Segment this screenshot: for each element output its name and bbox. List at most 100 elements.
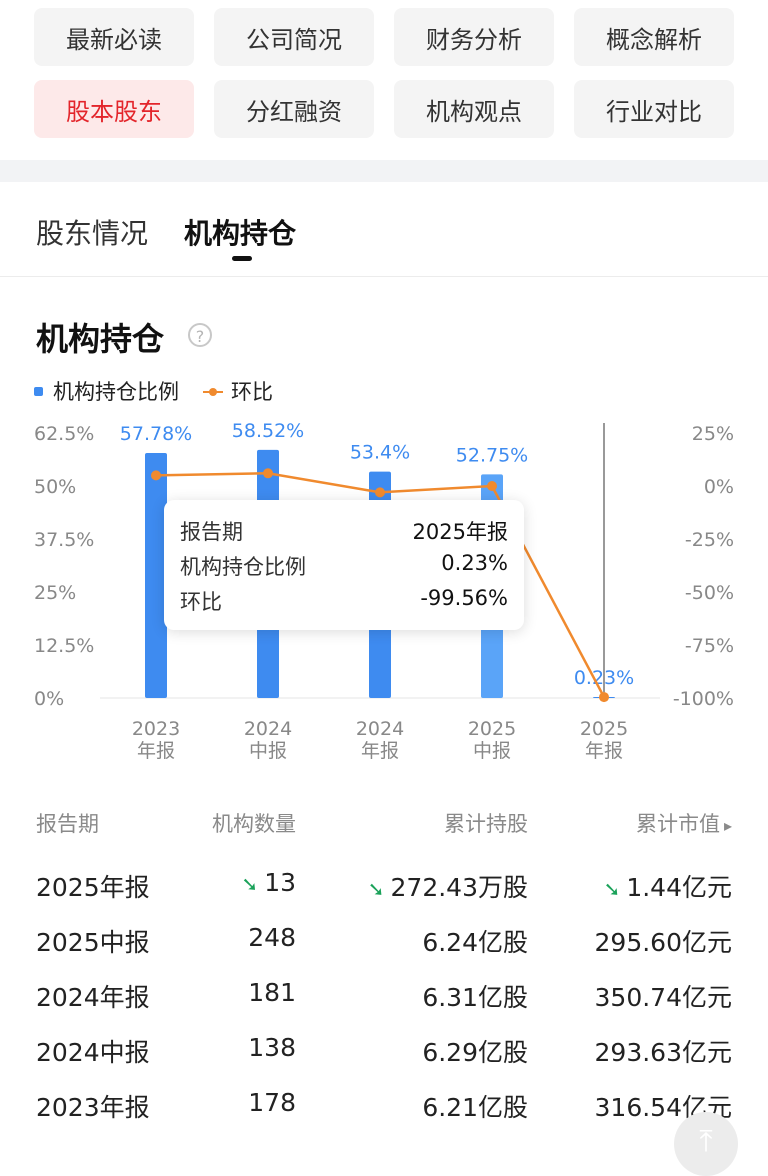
tooltip-value: -99.56% (420, 586, 508, 610)
change-point (599, 692, 609, 703)
bar-legend-swatch (34, 386, 43, 396)
tooltip-row-period: 报告期 2025年报 (180, 516, 508, 546)
x-tick-label: 中报 (473, 740, 511, 762)
table-row[interactable]: 2023年报 178 6.21亿股 316.54亿元 (0, 1088, 768, 1143)
line-legend-label: 环比 (231, 380, 273, 404)
row-shares: 6.21亿股 (422, 1093, 528, 1122)
question-circle-icon[interactable]: ? (188, 323, 212, 347)
left-tick-label: 0% (34, 688, 64, 710)
row-period: 2025中报 (36, 928, 150, 957)
table-row[interactable]: 2025年报 ➘ 13 ➘ 272.43万股 ➘ 1.44亿元 (0, 868, 768, 923)
chart-tooltip: 报告期 2025年报 机构持仓比例 0.23% 环比 -99.56% (164, 500, 524, 630)
down-arrow-icon: ➘ (241, 872, 259, 896)
left-tick-label: 12.5% (34, 635, 94, 657)
left-tick-label: 62.5% (34, 423, 94, 445)
left-tick-label: 37.5% (34, 529, 94, 551)
row-period: 2025年报 (36, 873, 150, 902)
tab-latest[interactable]: 最新必读 (34, 8, 194, 66)
x-tick-label: 年报 (585, 740, 623, 762)
row-count: 138 (248, 1033, 296, 1062)
x-tick-label: 2024 (356, 718, 404, 740)
section-divider (0, 160, 768, 182)
x-tick-label: 2024 (244, 718, 292, 740)
subtab-institution-holdings[interactable]: 机构持仓 (184, 217, 297, 250)
chart-legend: 机构持仓比例 环比 (34, 378, 273, 404)
left-tick-label: 25% (34, 582, 76, 604)
tooltip-key: 环比 (180, 590, 222, 614)
tab-financial-analysis[interactable]: 财务分析 (394, 8, 554, 66)
table-row[interactable]: 2025中报 248 6.24亿股 295.60亿元 (0, 923, 768, 978)
bar (145, 453, 167, 698)
row-shares-value: 272.43万股 (390, 873, 528, 902)
row-value: ➘ 1.44亿元 (604, 868, 732, 904)
row-value: 295.60亿元 (594, 928, 732, 957)
row-shares: 6.31亿股 (422, 983, 528, 1012)
bar-legend-label: 机构持仓比例 (53, 380, 179, 404)
row-period: 2023年报 (36, 1093, 150, 1122)
bar-data-label: 57.78% (120, 423, 192, 445)
row-value-value: 1.44亿元 (626, 873, 732, 902)
right-tick-label: -100% (673, 688, 734, 710)
tooltip-value: 0.23% (441, 551, 508, 575)
tooltip-row-ratio: 机构持仓比例 0.23% (180, 551, 508, 581)
row-shares: ➘ 272.43万股 (368, 868, 528, 904)
row-shares: 6.24亿股 (422, 928, 528, 957)
right-tick-label: -50% (685, 582, 734, 604)
row-count: ➘ 13 (241, 868, 296, 897)
x-tick-label: 2025 (468, 718, 516, 740)
header-shares: 累计持股 (444, 812, 528, 836)
x-tick-label: 年报 (137, 740, 175, 762)
bar-data-label: 52.75% (456, 444, 528, 466)
table-row[interactable]: 2024中报 138 6.29亿股 293.63亿元 (0, 1033, 768, 1088)
change-point (151, 470, 161, 481)
row-shares: 6.29亿股 (422, 1038, 528, 1067)
right-tick-label: -75% (685, 635, 734, 657)
down-arrow-icon: ➘ (603, 877, 621, 901)
change-point (375, 487, 385, 498)
row-count: 248 (248, 923, 296, 952)
row-period: 2024年报 (36, 983, 150, 1012)
right-tick-label: 25% (692, 423, 734, 445)
down-arrow-icon: ➘ (367, 877, 385, 901)
row-value: 350.74亿元 (594, 983, 732, 1012)
sub-tabs: 股东情况 机构持仓 (0, 182, 768, 277)
row-count-value: 13 (264, 868, 296, 897)
chevron-right-icon: ▸ (723, 816, 732, 835)
tooltip-value: 2025年报 (412, 520, 508, 544)
right-tick-label: 0% (704, 476, 734, 498)
header-market-value-label: 累计市值 (635, 812, 720, 836)
x-tick-label: 2023 (132, 718, 180, 740)
tooltip-key: 报告期 (180, 520, 243, 544)
header-count: 机构数量 (212, 812, 296, 836)
bar-data-label: 0.23% (574, 667, 634, 689)
x-tick-label: 2025 (580, 718, 628, 740)
row-value: 293.63亿元 (594, 1038, 732, 1067)
tab-dividends[interactable]: 分红融资 (214, 80, 374, 138)
x-tick-label: 中报 (249, 740, 287, 762)
header-market-value[interactable]: 累计市值 ▸ (636, 808, 732, 838)
subtab-shareholders[interactable]: 股东情况 (36, 217, 149, 250)
tab-concepts[interactable]: 概念解析 (574, 8, 734, 66)
bar-data-label: 58.52% (232, 420, 304, 442)
change-point (487, 481, 497, 491)
row-period: 2024中报 (36, 1038, 150, 1067)
row-count: 178 (248, 1088, 296, 1117)
left-tick-label: 50% (34, 476, 76, 498)
x-tick-label: 年报 (361, 740, 399, 762)
arrow-up-to-top-icon[interactable]: ⤒ (674, 1112, 738, 1176)
change-point (263, 468, 273, 479)
line-legend-swatch (203, 387, 223, 396)
tab-industry-compare[interactable]: 行业对比 (574, 80, 734, 138)
active-subtab-indicator (232, 256, 252, 261)
table-row[interactable]: 2024年报 181 6.31亿股 350.74亿元 (0, 978, 768, 1033)
tooltip-key: 机构持仓比例 (180, 555, 306, 579)
header-period: 报告期 (36, 812, 99, 836)
tab-institution-views[interactable]: 机构观点 (394, 80, 554, 138)
tooltip-row-change: 环比 -99.56% (180, 586, 508, 616)
tab-shareholders[interactable]: 股本股东 (34, 80, 194, 138)
row-count: 181 (248, 978, 296, 1007)
bar-data-label: 53.4% (350, 442, 410, 464)
tab-company-profile[interactable]: 公司简况 (214, 8, 374, 66)
right-tick-label: -25% (685, 529, 734, 551)
section-title: 机构持仓 (36, 320, 165, 358)
